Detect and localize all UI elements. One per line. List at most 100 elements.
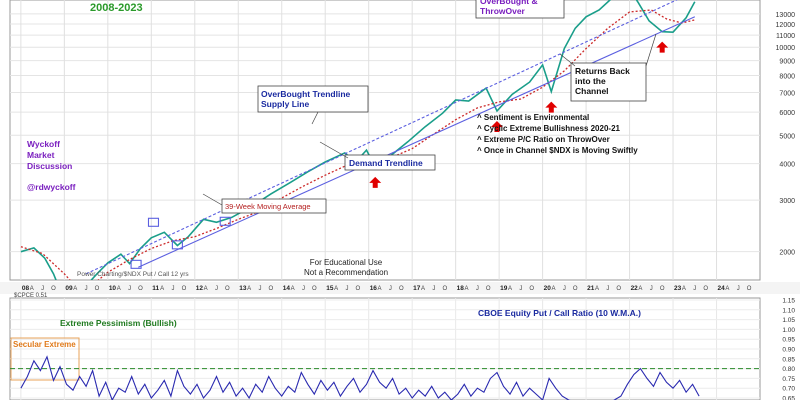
callout-overbought-trendline-line: Supply Line: [261, 99, 309, 109]
wyckoff-label-line: Discussion: [27, 161, 72, 171]
x-month-label: J: [302, 286, 305, 292]
price-y-tick-label: 9000: [779, 59, 795, 66]
x-month-label: A: [30, 286, 34, 292]
x-month-label: O: [399, 286, 404, 292]
x-year-label: 21: [587, 285, 595, 292]
ind-title: CBOE Equity Put / Call Ratio (10 W.M.A.): [478, 308, 641, 318]
x-year-label: 08: [22, 285, 30, 292]
callout-overbought-throwover: OverBought & ThrowOver: [480, 0, 538, 16]
x-year-label: 14: [283, 285, 291, 292]
secular-extreme-label: Secular Extreme: [13, 340, 76, 349]
price-y-tick-label: 5000: [779, 133, 795, 140]
callout-returns-back: Returns Back into the Channel: [575, 66, 630, 96]
price-y-tick-label: 3000: [779, 198, 795, 205]
callout-overbought-trendline: OverBought Trendline Supply Line: [261, 89, 351, 109]
x-month-label: O: [225, 286, 230, 292]
price-plot-area: [9, 0, 761, 281]
callout-box-throwover: [475, 0, 565, 19]
x-year-label: 12: [196, 285, 204, 292]
callout-returns-back-line: Channel: [575, 86, 609, 96]
x-year-label: 18: [457, 285, 465, 292]
ind-series-label: $CPCE 0.51: [14, 293, 48, 299]
x-month-label: J: [476, 286, 479, 292]
callout-overbought-trendline-line: OverBought Trendline: [261, 89, 351, 99]
leader-line: [559, 53, 576, 67]
x-month-label: A: [682, 286, 686, 292]
x-month-label: J: [215, 286, 218, 292]
x-year-label: 10: [109, 285, 117, 292]
sentiment-note: ^ Extreme P/C Ratio on ThrowOver: [477, 135, 610, 144]
x-month-label: J: [128, 286, 131, 292]
x-month-label: O: [355, 286, 360, 292]
x-month-label: O: [747, 286, 752, 292]
x-month-label: A: [117, 286, 121, 292]
ind-series-group: [10, 355, 760, 400]
callout-demand-trendline: Demand Trendline: [349, 158, 423, 168]
ind-y-tick-label: 0.95: [782, 337, 795, 344]
x-month-label: O: [660, 286, 665, 292]
highlight-box: [130, 259, 142, 269]
highlight-box: [147, 217, 160, 227]
x-month-label: O: [486, 286, 491, 292]
x-month-label: A: [551, 286, 555, 292]
price-y-tick-label: 6000: [779, 110, 795, 117]
ind-y-tick-label: 0.90: [782, 347, 795, 354]
leader-line: [311, 111, 319, 125]
educational-note-line: For Educational Use: [310, 258, 383, 267]
x-month-label: O: [138, 286, 143, 292]
demand-trendline: [138, 16, 696, 268]
ind-y-tick-label: 1.00: [782, 327, 795, 334]
price-grid: [10, 0, 760, 280]
callout-box-ma: [221, 198, 327, 214]
x-year-label: 16: [370, 285, 378, 292]
leader-line: [645, 33, 657, 67]
wyckoff-label-line: Market: [27, 150, 55, 160]
x-month-label: A: [247, 286, 251, 292]
x-month-label: O: [182, 286, 187, 292]
x-month-label: A: [204, 286, 208, 292]
x-month-label: J: [519, 286, 522, 292]
x-month-label: J: [172, 286, 175, 292]
x-month-label: J: [345, 286, 348, 292]
x-month-label: J: [693, 286, 696, 292]
x-year-label: 17: [413, 285, 421, 292]
chart-title: 2008-2023: [90, 2, 143, 14]
ind-y-tick-label: 0.85: [782, 356, 795, 363]
callout-overbought-throwover-line: OverBought &: [480, 0, 538, 6]
x-year-label: 19: [500, 285, 508, 292]
ind-y-tick-label: 1.05: [782, 317, 795, 324]
price-y-tick-label: 10000: [776, 45, 796, 52]
x-month-label: A: [465, 286, 469, 292]
ind-y-tick-label: 0.75: [782, 376, 795, 383]
x-month-label: J: [650, 286, 653, 292]
x-month-label: J: [85, 286, 88, 292]
x-year-label: 13: [239, 285, 247, 292]
ind-y-tick-label: 0.70: [782, 386, 795, 393]
x-month-label: O: [573, 286, 578, 292]
x-month-label: O: [616, 286, 621, 292]
x-month-label: A: [291, 286, 295, 292]
price-y-tick-label: 13000: [776, 12, 796, 19]
x-month-label: A: [421, 286, 425, 292]
red-up-arrow: [656, 41, 669, 53]
x-month-label: O: [312, 286, 317, 292]
x-month-label: A: [378, 286, 382, 292]
leader-line: [319, 141, 349, 159]
price-y-tick-label: 8000: [779, 74, 795, 81]
price-y-tick-label: 2000: [779, 250, 795, 257]
x-year-label: 24: [718, 285, 726, 292]
highlight-box: [219, 216, 231, 226]
x-year-label: 20: [544, 285, 552, 292]
wyckoff-handle: @rdwyckoff: [27, 182, 76, 192]
red-up-arrow: [545, 101, 558, 113]
date-axis-band: [0, 282, 800, 294]
callout-moving-average: 39-Week Moving Average: [225, 202, 311, 211]
leader-line: [202, 193, 223, 206]
x-month-label: J: [606, 286, 609, 292]
x-year-label: 23: [674, 285, 682, 292]
price-y-tick-label: 12000: [776, 22, 796, 29]
x-month-label: J: [737, 286, 740, 292]
x-month-label: A: [638, 286, 642, 292]
ind-y-tick-label: 1.10: [782, 307, 795, 314]
sentiment-note: ^ Once in Channel $NDX is Moving Swiftly: [477, 146, 638, 155]
